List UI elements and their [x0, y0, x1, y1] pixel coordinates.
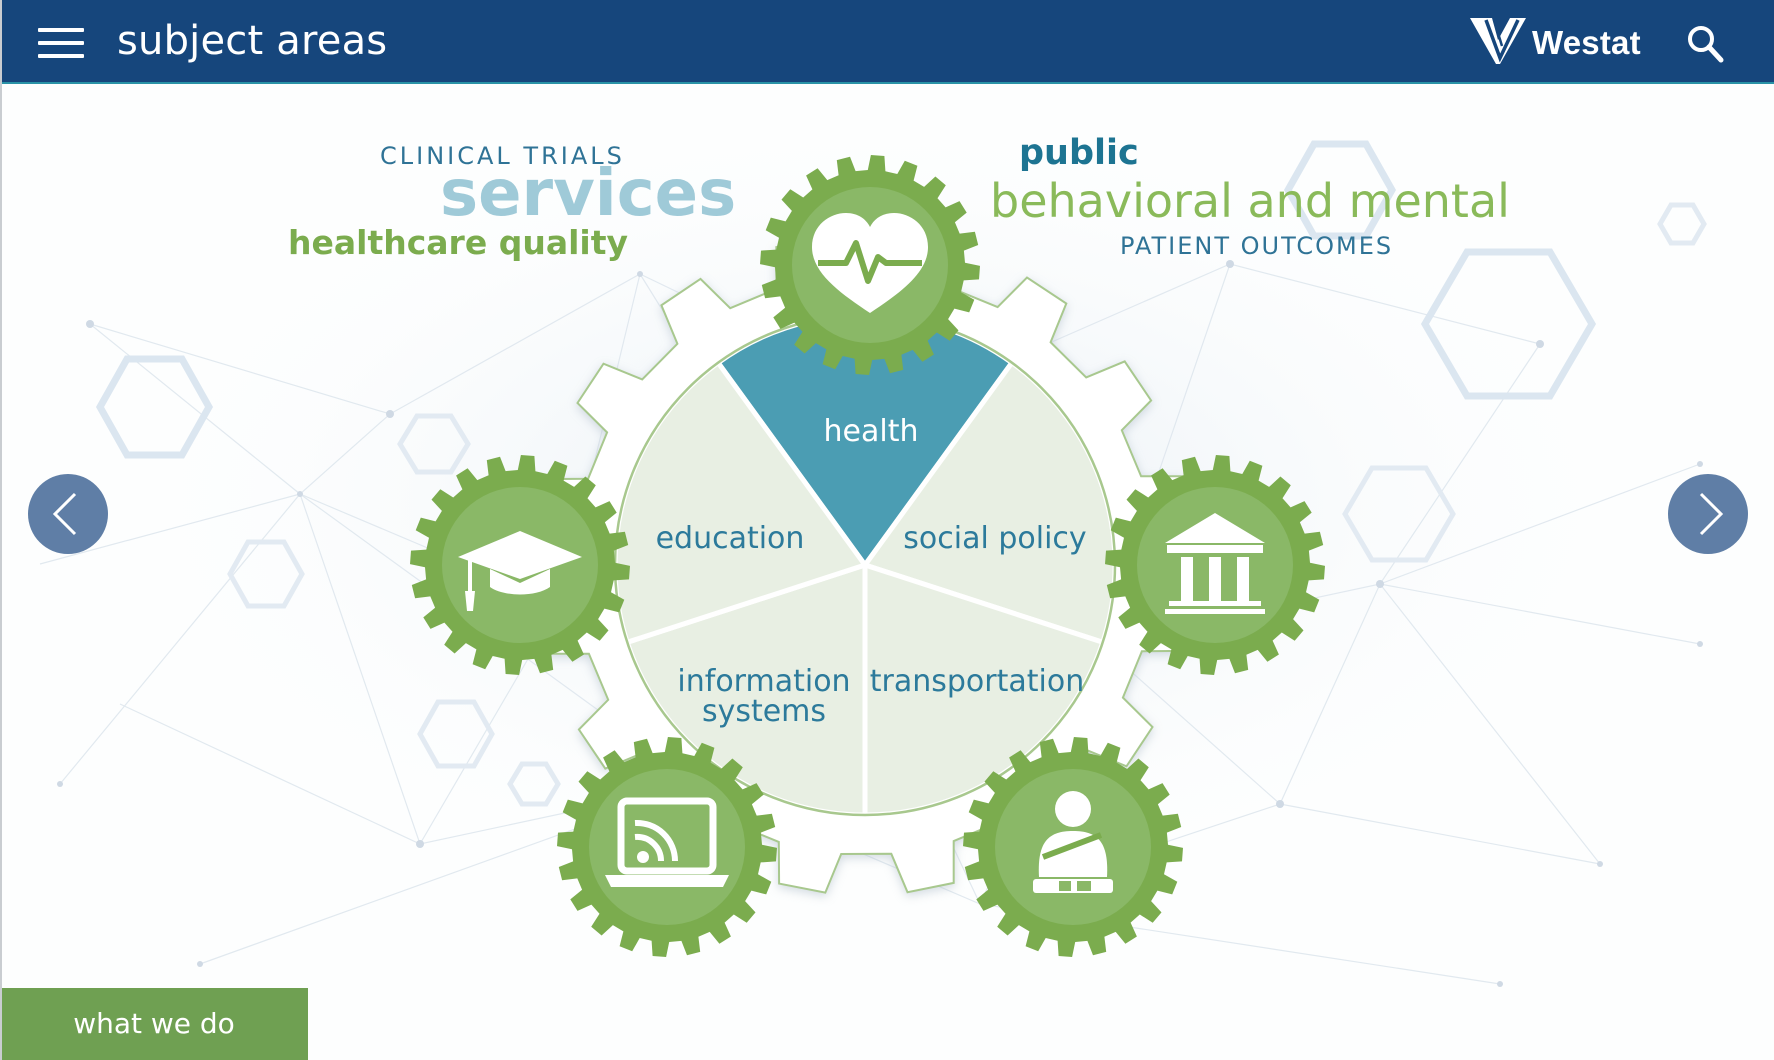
segment-label-health[interactable]: health: [824, 414, 919, 449]
segment-label-education[interactable]: education: [656, 521, 805, 556]
what-we-do-button[interactable]: what we do: [0, 988, 308, 1060]
government-building-icon: [1165, 513, 1265, 614]
search-icon[interactable]: [1685, 24, 1725, 64]
word-clinical-trials: CLINICAL TRIALS: [380, 142, 625, 170]
segment-label-social-policy[interactable]: social policy: [903, 521, 1086, 556]
chevron-right-icon[interactable]: [1668, 474, 1748, 554]
seatbelt-person-icon: [1033, 791, 1113, 893]
westat-logo-mark-icon: [1470, 18, 1526, 64]
gear-hub: [589, 769, 745, 925]
word-patient-outcomes: PATIENT OUTCOMES: [1120, 232, 1394, 260]
site-header: subject areas Westat: [0, 0, 1774, 84]
subject-wheel: health social policy transportation informa…: [410, 155, 1325, 957]
subject-areas-stage: CLINICAL TRIALS services healthcare qual…: [0, 84, 1774, 1060]
westat-logo[interactable]: Westat: [1470, 16, 1655, 68]
window-left-edge: [0, 0, 2, 1060]
segment-label-transportation[interactable]: transportation: [870, 664, 1084, 699]
graduation-cap-icon: [458, 531, 582, 611]
chevron-left-icon[interactable]: [28, 474, 108, 554]
word-public: public: [1019, 133, 1139, 173]
logo-text: Westat: [1532, 24, 1641, 61]
page-title: subject areas: [117, 18, 388, 64]
heart-pulse-icon: [812, 213, 928, 313]
hamburger-menu-icon[interactable]: [38, 28, 84, 60]
segment-label-information-systems[interactable]: information systems: [677, 664, 850, 729]
word-services: services: [440, 157, 737, 231]
word-behavioral-and-mental: behavioral and mental: [990, 174, 1510, 228]
laptop-signal-icon: [605, 797, 729, 887]
word-healthcare-quality: healthcare quality: [288, 223, 628, 262]
